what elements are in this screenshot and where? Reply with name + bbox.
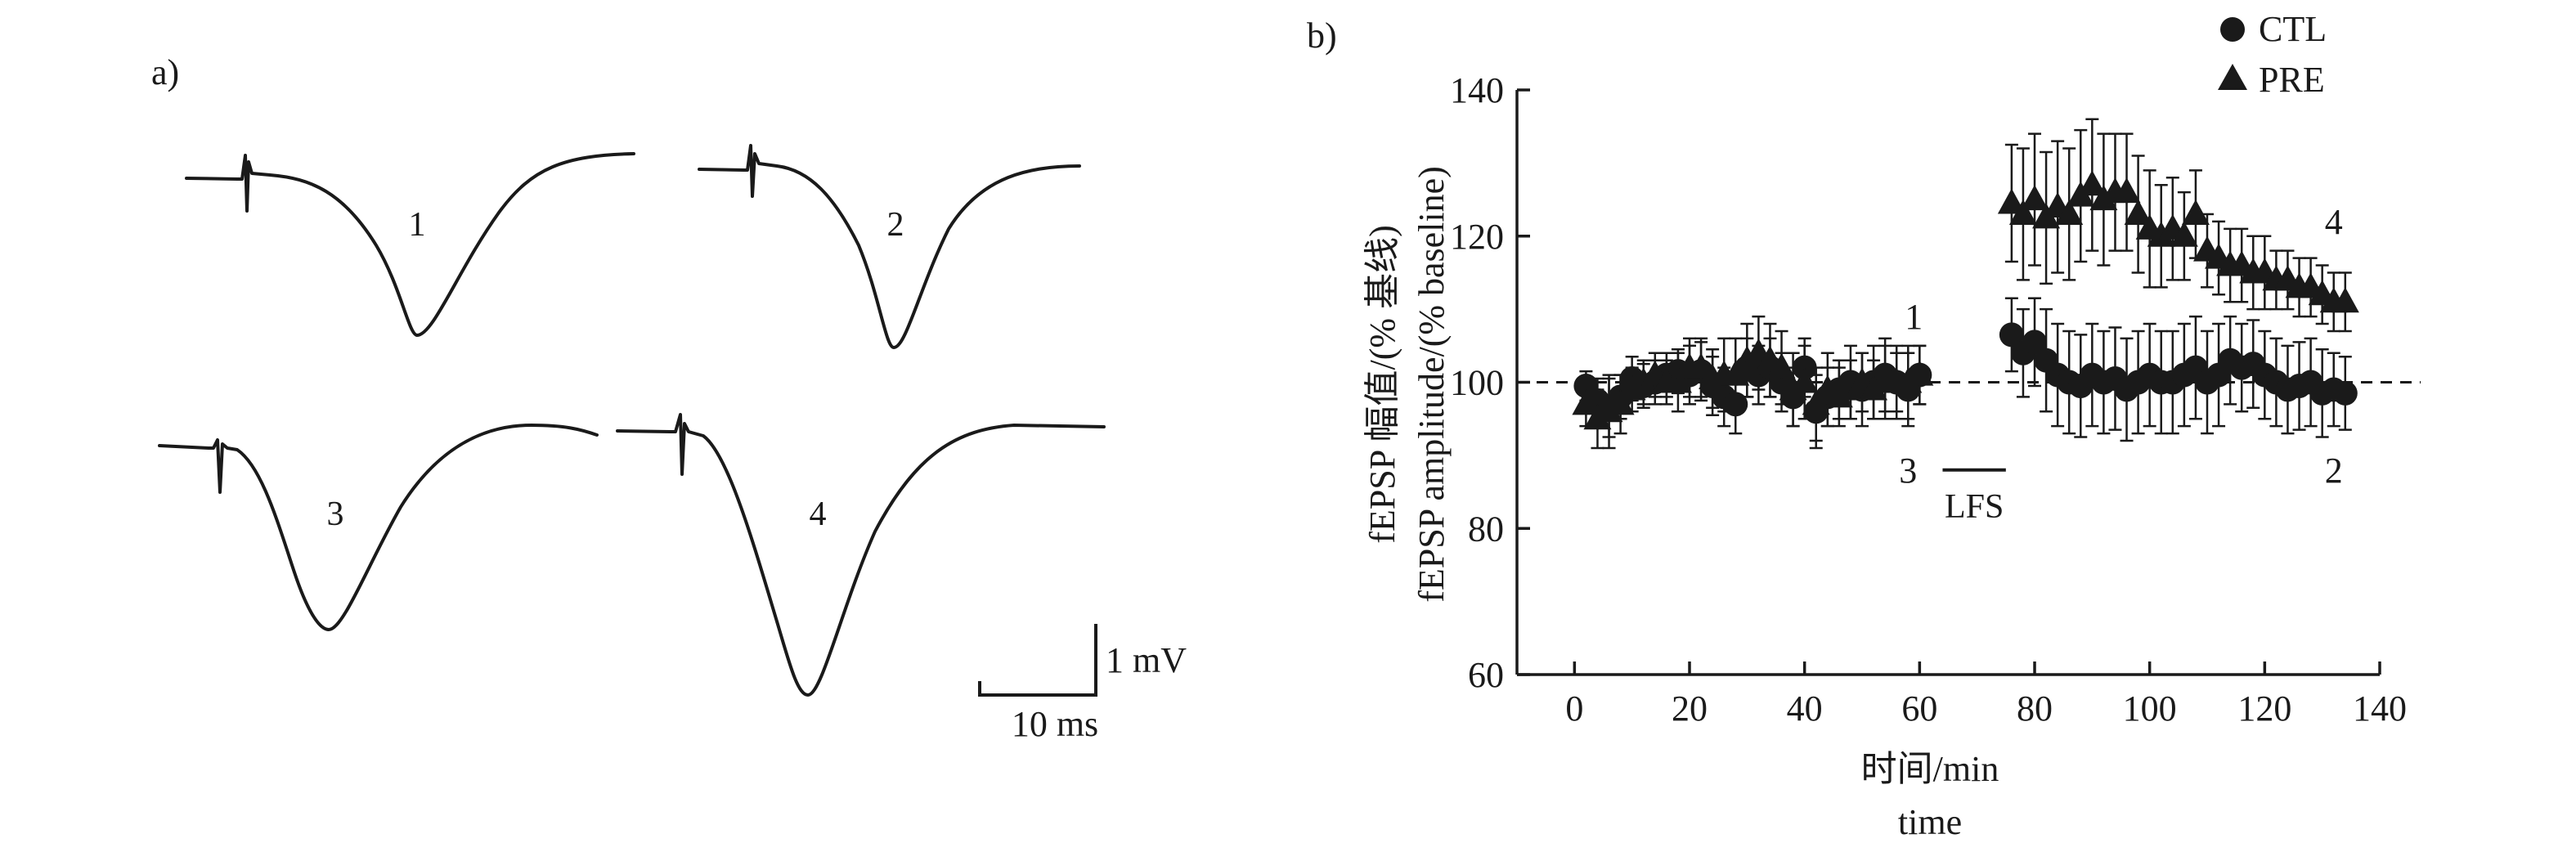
scale-bar-time-label: 10 ms (1012, 704, 1098, 744)
annotation-1: 1 (1905, 297, 1923, 337)
pre-point (1687, 352, 1716, 379)
pre-point (2055, 199, 2084, 225)
lfs-label: LFS (1945, 488, 2004, 526)
pre-point (1894, 367, 1923, 393)
x-tick-label: 140 (2353, 688, 2407, 729)
trace-label-3: 3 (327, 496, 344, 533)
trace-label-1: 1 (409, 206, 426, 244)
pre-point (1663, 367, 1692, 393)
x-tick-label: 20 (1672, 688, 1708, 729)
pre-point (1606, 389, 1635, 415)
scale-bar (978, 624, 1097, 697)
pre-point (1583, 404, 1612, 430)
ctl-point (1999, 322, 2024, 348)
pre-point (1905, 360, 1934, 386)
legend: CTL PRE (2218, 9, 2327, 100)
x-tick-label: 60 (1901, 688, 1937, 729)
ctl-point (2332, 380, 2358, 406)
y-tick-label: 80 (1468, 509, 1504, 549)
annotation-2: 2 (2325, 451, 2343, 491)
trace-label-4: 4 (810, 496, 827, 533)
x-tick-label: 120 (2237, 688, 2291, 729)
trace-1 (185, 152, 635, 337)
trace-label-2: 2 (887, 206, 904, 244)
annotation-3: 3 (1899, 451, 1917, 491)
timepoint-annotations: 1 3 4 2 (1899, 202, 2342, 491)
pre-point (2078, 170, 2107, 196)
pre-point (1572, 389, 1600, 415)
pre-point (1790, 367, 1819, 393)
y-tick-label: 60 (1468, 655, 1504, 695)
pre-point (2147, 221, 2175, 247)
pre-point (2021, 185, 2049, 211)
pre-point (1595, 397, 1623, 423)
pre-point (1618, 374, 1646, 401)
pre-point (1767, 352, 1796, 379)
series-pre (1572, 118, 2359, 450)
x-tick-label: 80 (2017, 688, 2053, 729)
scale-bar-voltage-label: 1 mV (1106, 640, 1187, 680)
panel-b-label: b) (1307, 16, 1337, 56)
pre-point (1824, 382, 1853, 408)
pre-point (2008, 199, 2037, 225)
pre-point (1802, 389, 1830, 415)
y-axis-title-en: fEPSP amplitude/(% baseline) (1411, 166, 1452, 603)
pre-point (1997, 188, 2026, 214)
y-tick-label: 120 (1450, 217, 1504, 257)
legend-pre-label: PRE (2259, 60, 2325, 100)
y-axis-title: fEPSP 幅值/(% 基线) (1362, 225, 1402, 544)
y-tick-label: 100 (1450, 363, 1504, 403)
panel-a-label: a) (151, 52, 179, 92)
y-ticks: 60 80 100 120 140 (1450, 70, 1530, 695)
pre-point (2331, 287, 2359, 313)
x-tick-label: 100 (2123, 688, 2177, 729)
y-tick-label: 140 (1450, 70, 1504, 110)
x-tick-label: 0 (1565, 688, 1583, 729)
pre-point (1860, 374, 1888, 401)
trace-2 (698, 144, 1081, 349)
ctl-point (2022, 330, 2047, 355)
pre-point (1836, 374, 1865, 401)
trace-4 (616, 413, 1106, 697)
trace-3 (158, 424, 599, 631)
pre-point (1779, 374, 1807, 401)
legend-pre-marker (2218, 64, 2247, 90)
pre-point (2112, 177, 2141, 204)
pre-point (1733, 345, 1761, 371)
annotation-4: 4 (2325, 202, 2343, 242)
pre-point (2181, 199, 2210, 225)
pre-point (2124, 199, 2152, 225)
legend-ctl-label: CTL (2259, 9, 2327, 49)
x-axis-title-en: time (1898, 802, 1962, 842)
pre-point (1629, 367, 1658, 393)
pre-point (1721, 360, 1750, 386)
legend-ctl-marker (2220, 17, 2245, 42)
x-ticks: 0 20 40 60 80 100 120 140 (1565, 661, 2407, 729)
pre-point (2089, 185, 2118, 211)
pre-point (2170, 221, 2198, 247)
x-axis-title: 时间/min (1861, 749, 1999, 789)
x-tick-label: 40 (1787, 688, 1823, 729)
